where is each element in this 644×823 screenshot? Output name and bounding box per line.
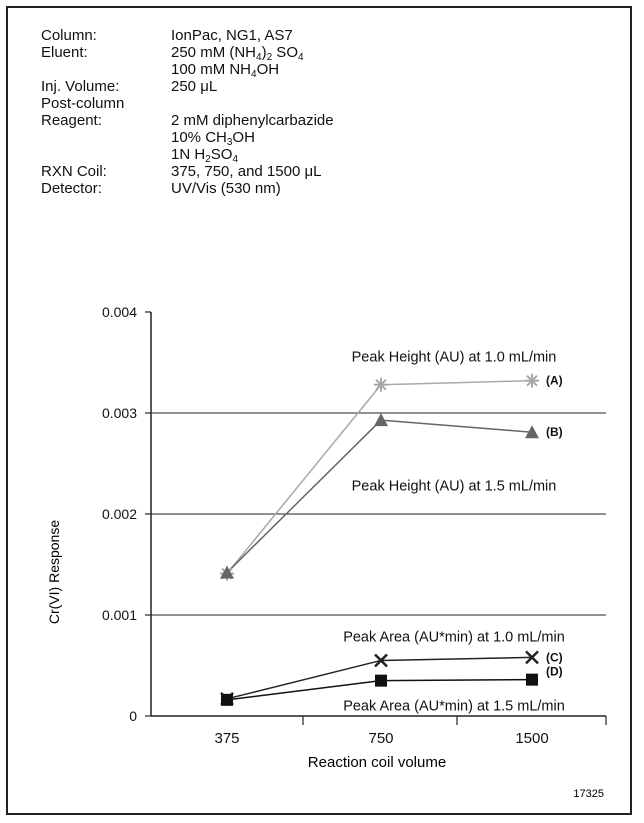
value-part: 100 mM NH (171, 61, 252, 78)
series-name: Peak Height (AU) at 1.5 mL/min (352, 479, 557, 495)
subscript: 4 (256, 52, 262, 63)
subscript: 3 (226, 137, 233, 148)
value-part: OH (232, 129, 255, 146)
series-name: Peak Height (AU) at 1.0 mL/min (352, 349, 557, 365)
condition-value: 2 mM diphenylcarbazide (171, 112, 334, 129)
data-point (374, 413, 388, 427)
condition-label: Detector: (41, 180, 102, 197)
y-tick-label: 0.003 (102, 405, 137, 421)
y-tick-label: 0.001 (102, 607, 137, 623)
data-point (220, 565, 234, 579)
value-part: 1N H (171, 146, 206, 163)
value-part: OH (256, 61, 280, 78)
condition-value: 375, 750, and 1500 μL (171, 163, 321, 180)
value-part: 2 mM diphenylcarbazide (171, 112, 334, 129)
value-part: UV/Vis (530 nm) (171, 180, 281, 197)
condition-value: 10% CH3OH (171, 129, 255, 148)
data-point (525, 425, 539, 439)
condition-label: Reagent: (41, 112, 102, 129)
condition-label: Post-column (41, 95, 125, 112)
data-point (374, 653, 388, 668)
value-part: 375, 750, and 1500 μL (171, 163, 322, 180)
y-axis-ticks: 0 0.001 0.002 0.003 0.004 (102, 304, 151, 724)
condition-label: Column: (41, 27, 97, 44)
value-part: SO (210, 146, 233, 163)
series-labels: Peak Height (AU) at 1.0 mL/min (A) Peak He… (343, 349, 565, 714)
condition-value: UV/Vis (530 nm) (171, 180, 281, 197)
condition-label: Inj. Volume: (41, 78, 120, 95)
subscript: 2 (205, 154, 211, 165)
value-part: IonPac, NG1, AS7 (171, 27, 293, 44)
series-name: Peak Area (AU*min) at 1.0 mL/min (343, 630, 565, 646)
condition-value: 250 μL (171, 78, 217, 95)
data-point (525, 650, 539, 665)
series-tag: (C) (546, 650, 563, 664)
series-tag: (B) (546, 425, 563, 439)
marker-stroke (526, 374, 538, 387)
x-tick-label: 375 (214, 730, 239, 747)
value-part: 10% CH (171, 129, 227, 146)
x-tick-label: 1500 (515, 730, 548, 747)
condition-label: Eluent: (41, 44, 88, 61)
subscript: 4 (251, 69, 257, 80)
condition-label: RXN Coil: (41, 163, 107, 180)
condition-value: 250 mM (NH4)2 SO4 (171, 44, 304, 63)
series-line (226, 419, 533, 574)
value-part: ) (261, 44, 267, 61)
x-axis-label: Reaction coil volume (308, 754, 446, 771)
value-part: 250 mM (NH (171, 44, 257, 61)
data-point (526, 673, 538, 686)
value-part: 250 μL (171, 78, 218, 95)
y-axis-label: Cr(VI) Response (46, 520, 62, 624)
y-tick-label: 0 (129, 708, 137, 724)
data-point (374, 377, 388, 392)
series-tag: (D) (546, 665, 563, 679)
condition-value: 1N H2SO4 (171, 146, 238, 165)
series-name: Peak Area (AU*min) at 1.5 mL/min (343, 698, 565, 714)
subscript: 2 (266, 52, 273, 63)
data-point (221, 693, 233, 706)
y-tick-label: 0.004 (102, 304, 137, 320)
marker-stroke (525, 650, 539, 665)
x-tick-label: 750 (368, 730, 393, 747)
condition-value: 100 mM NH4OH (171, 61, 280, 80)
subscript: 4 (297, 52, 304, 63)
series-tag: (A) (546, 374, 563, 388)
grid-lines (151, 412, 606, 616)
series-layer (220, 373, 539, 706)
value-part: SO (272, 44, 298, 61)
y-tick-label: 0.002 (102, 506, 137, 522)
data-point (375, 674, 387, 687)
subscript: 4 (232, 154, 238, 165)
marker-stroke (374, 653, 388, 668)
figure-number: 17325 (573, 788, 604, 800)
data-point (525, 373, 539, 388)
marker-stroke (375, 379, 387, 391)
series-line (226, 379, 533, 575)
condition-value: IonPac, NG1, AS7 (171, 27, 293, 44)
x-axis-ticks: 375 750 1500 (214, 716, 607, 747)
